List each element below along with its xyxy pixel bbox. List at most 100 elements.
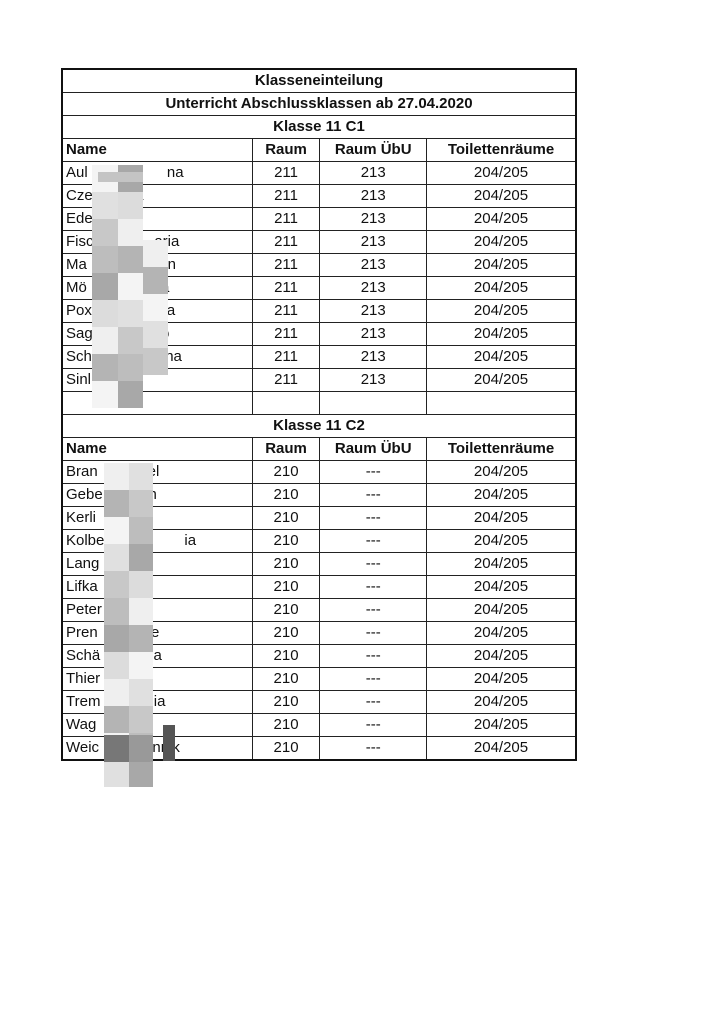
header-row: Name Raum Raum ÜbU Toilettenräume [61,437,577,461]
toiletten: 204/205 [426,713,577,737]
table-row: Cze arta211213204/205 [61,184,577,208]
class-title: Klasse 11 C1 [61,115,577,139]
toiletten: 204/205 [426,690,577,714]
pixelation-block [118,381,143,408]
pixelation-block [104,706,129,733]
pixelation-block [129,571,153,598]
toiletten: 204/205 [426,230,577,254]
raum-uebu: --- [319,690,428,714]
raum-uebu: 213 [319,207,428,231]
raum-uebu: 213 [319,184,428,208]
header-raum: Raum [251,138,321,162]
header-name: Name [61,138,253,162]
raum: 211 [251,299,321,323]
table-row: Lang s210---204/205 [61,552,577,576]
raum: 210 [251,529,321,553]
pixelation-block [129,490,153,517]
raum-uebu: --- [319,713,428,737]
student-name: Thier [61,667,253,691]
raum-uebu: 213 [319,230,428,254]
raum-uebu: --- [319,644,428,668]
pixelation-block [118,300,143,327]
pixelation-block [104,735,129,762]
pixelation-block [92,273,118,300]
toiletten: 204/205 [426,368,577,392]
pixelation-block [104,571,129,598]
raum: 211 [251,322,321,346]
toiletten: 204/205 [426,552,577,576]
toiletten: 204/205 [426,529,577,553]
raum: 211 [251,184,321,208]
class-title: Klasse 11 C2 [61,414,577,438]
raum: 210 [251,552,321,576]
raum-uebu: --- [319,667,428,691]
pixelation-block [92,327,118,354]
student-name: Peter e [61,598,253,622]
raum: 211 [251,368,321,392]
raum-uebu: --- [319,598,428,622]
header-name: Name [61,437,253,461]
raum-uebu: 213 [319,276,428,300]
pixelation-block [129,517,153,544]
raum-uebu: 213 [319,322,428,346]
student-name: Gebe on [61,483,253,507]
pixelation-block [129,735,153,762]
header-row: Name Raum Raum ÜbU Toilettenräume [61,138,577,162]
pixelation-block [98,172,143,182]
pixelation-block [118,192,143,219]
pixelation-block [92,381,118,408]
raum: 210 [251,460,321,484]
toiletten: 204/205 [426,575,577,599]
raum: 210 [251,644,321,668]
pixelation-block [143,240,168,267]
pixelation-block [129,598,153,625]
raum: 210 [251,667,321,691]
pixelation-block [118,327,143,354]
student-name: Ede a [61,207,253,231]
toiletten: 204/205 [426,460,577,484]
raum: 210 [251,506,321,530]
table-row: Thier 210 --- 204/205 [61,667,577,691]
table-subtitle: Unterricht Abschlussklassen ab 27.04.202… [61,92,577,116]
student-name: Trem J ia [61,690,253,714]
table-row: Bran rcel210---204/205 [61,460,577,484]
student-name: Aul A na [61,161,253,185]
pixelation-block [129,652,153,679]
toiletten: 204/205 [426,161,577,185]
toiletten: 204/205 [426,483,577,507]
raum-uebu: 213 [319,368,428,392]
pixelation-block [104,679,129,706]
raum: 210 [251,736,321,761]
pixelation-block [129,760,153,787]
raum-uebu: --- [319,621,428,645]
header-toiletten: Toilettenräume [426,437,577,461]
pixelation-block [104,625,129,652]
raum-uebu: --- [319,736,428,761]
pixelation-block [92,354,118,381]
pixelation-block [143,321,168,348]
raum: 210 [251,483,321,507]
pixelation-block [129,625,153,652]
raum-uebu: --- [319,483,428,507]
raum: 211 [251,230,321,254]
student-name: Wag k [61,713,253,737]
student-name: Lang s [61,552,253,576]
raum-uebu: 213 [319,345,428,369]
table-title: Klasseneinteilung [61,68,577,93]
pixelation-block [118,354,143,381]
raum-uebu: 213 [319,161,428,185]
pixelation-block [129,706,153,733]
class-title-row: Klasse 11 C1 [61,115,577,139]
student-name: Bran rcel [61,460,253,484]
raum-uebu: --- [319,575,428,599]
table-row: Weic Jannik 210 --- 204/205 [61,736,577,761]
student-name: Kolbe r ia [61,529,253,553]
pixelation-block [92,300,118,327]
toiletten: 204/205 [426,184,577,208]
pixelation-block [118,273,143,300]
